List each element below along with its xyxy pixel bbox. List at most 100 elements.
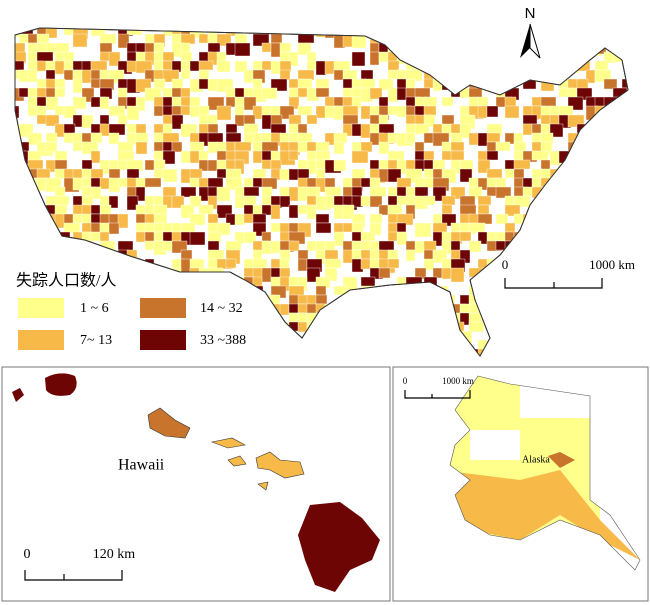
county xyxy=(162,168,178,183)
county xyxy=(27,69,38,83)
county xyxy=(234,285,248,296)
county xyxy=(315,150,331,161)
county xyxy=(90,231,101,242)
county xyxy=(27,204,43,218)
county xyxy=(603,213,621,225)
county xyxy=(81,195,94,206)
county xyxy=(252,150,263,164)
county xyxy=(549,186,567,200)
county xyxy=(549,123,564,138)
county xyxy=(513,267,526,281)
county xyxy=(36,96,48,108)
county xyxy=(612,303,625,315)
county xyxy=(441,348,453,356)
county xyxy=(540,330,552,342)
county xyxy=(549,249,563,262)
county xyxy=(117,312,129,324)
county xyxy=(405,105,416,117)
county xyxy=(351,150,369,164)
county xyxy=(99,231,110,243)
county xyxy=(504,69,522,85)
county xyxy=(180,33,196,45)
county xyxy=(63,348,76,356)
county xyxy=(72,78,83,94)
county xyxy=(261,159,272,170)
scale-end: 1000 km xyxy=(442,376,474,386)
county xyxy=(72,33,88,48)
county xyxy=(28,358,37,372)
county xyxy=(81,249,93,263)
county xyxy=(333,231,345,247)
county xyxy=(495,186,512,199)
county xyxy=(504,321,522,337)
county xyxy=(486,312,501,327)
county xyxy=(270,321,285,335)
county xyxy=(441,330,457,345)
county xyxy=(198,60,214,71)
county xyxy=(621,123,628,134)
county xyxy=(45,28,58,39)
county xyxy=(621,42,628,55)
county xyxy=(126,249,138,263)
county xyxy=(324,321,339,334)
county xyxy=(522,114,538,125)
county xyxy=(558,42,572,55)
county xyxy=(549,222,566,238)
county xyxy=(405,303,416,314)
county xyxy=(369,159,380,170)
county xyxy=(91,358,101,367)
county xyxy=(504,330,516,342)
county xyxy=(585,141,598,153)
county xyxy=(576,249,591,262)
county xyxy=(550,358,563,371)
county xyxy=(225,132,242,143)
county xyxy=(540,267,556,279)
county xyxy=(567,204,585,218)
county xyxy=(621,285,628,299)
county xyxy=(432,42,444,57)
county xyxy=(207,285,224,297)
county xyxy=(252,330,268,341)
county xyxy=(468,51,480,65)
county xyxy=(72,321,83,334)
county xyxy=(513,69,525,83)
county xyxy=(216,105,232,121)
county xyxy=(15,42,26,54)
borough xyxy=(450,470,640,560)
hawaii-label: Hawaii xyxy=(118,457,165,474)
county xyxy=(450,348,461,356)
county xyxy=(612,195,628,209)
county xyxy=(423,150,435,161)
county xyxy=(153,285,170,297)
county xyxy=(423,28,439,35)
scale-start: 0 xyxy=(502,257,509,272)
county xyxy=(612,240,623,256)
county xyxy=(513,330,524,344)
county xyxy=(378,294,392,310)
county xyxy=(207,186,218,198)
county xyxy=(495,312,508,326)
county xyxy=(495,51,508,67)
county xyxy=(333,339,345,353)
county xyxy=(558,150,572,164)
county xyxy=(468,33,480,48)
county xyxy=(612,42,625,55)
borough xyxy=(520,420,600,440)
county xyxy=(450,150,465,162)
county xyxy=(397,358,413,372)
county xyxy=(27,240,45,255)
county xyxy=(451,358,466,371)
county xyxy=(423,312,441,327)
county xyxy=(15,195,24,209)
county xyxy=(513,258,529,273)
county xyxy=(90,249,107,262)
county xyxy=(414,285,428,296)
county xyxy=(486,321,500,333)
county xyxy=(171,114,184,130)
county xyxy=(36,168,51,179)
county xyxy=(405,276,423,288)
county xyxy=(396,303,409,316)
county xyxy=(486,105,499,118)
county xyxy=(126,195,139,211)
county xyxy=(576,303,592,314)
